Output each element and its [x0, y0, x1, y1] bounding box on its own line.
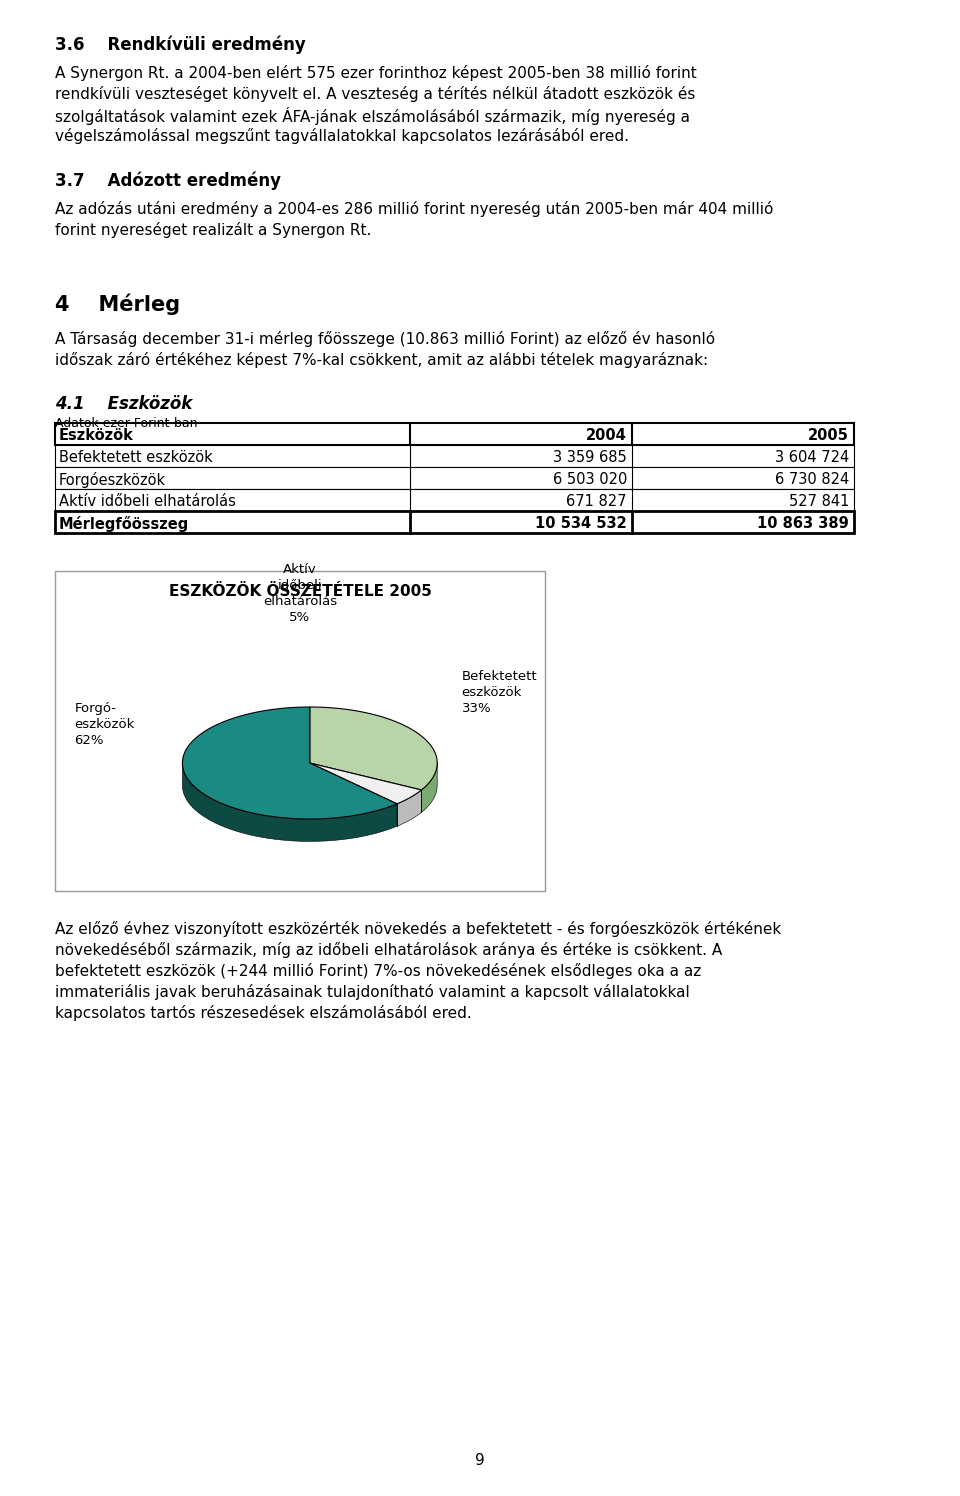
Text: rendkívüli veszteséget könyvelt el. A veszteség a térítés nélkül átadott eszközö: rendkívüli veszteséget könyvelt el. A ve… — [55, 85, 695, 102]
Text: Forgó-
eszközök
62%: Forgó- eszközök 62% — [75, 702, 135, 747]
Text: 3 359 685: 3 359 685 — [553, 450, 627, 465]
Polygon shape — [421, 763, 437, 812]
Text: végelszámolással megszűnt tagvállalatokkal kapcsolatos lezárásából ered.: végelszámolással megszűnt tagvállalatokk… — [55, 129, 629, 144]
Bar — [55, 512, 854, 533]
Text: 2005: 2005 — [808, 428, 849, 443]
Text: befektetett eszközök (+244 millió Forint) 7%-os növekedésének elsődleges oka a a: befektetett eszközök (+244 millió Forint… — [55, 963, 701, 978]
Text: 3.7    Adózott eredmény: 3.7 Adózott eredmény — [55, 171, 281, 190]
Text: Forgóeszközök: Forgóeszközök — [59, 473, 166, 488]
Text: 10 863 389: 10 863 389 — [757, 516, 849, 531]
Bar — [55, 571, 545, 892]
Text: Adatok ezer Forint-ban: Adatok ezer Forint-ban — [55, 417, 198, 429]
Text: ESZKÖZÖK ÖSSZETÉTELE 2005: ESZKÖZÖK ÖSSZETÉTELE 2005 — [169, 583, 431, 598]
Polygon shape — [182, 708, 397, 818]
Text: 10 534 532: 10 534 532 — [536, 516, 627, 531]
Bar — [55, 444, 854, 467]
Text: immateriális javak beruházásainak tulajdonítható valamint a kapcsolt vállalatokk: immateriális javak beruházásainak tulajd… — [55, 984, 689, 999]
Text: 3.6    Rendkívüli eredmény: 3.6 Rendkívüli eredmény — [55, 34, 305, 54]
Text: 2004: 2004 — [587, 428, 627, 443]
Polygon shape — [397, 790, 421, 826]
Text: Befektetett eszközök: Befektetett eszközök — [59, 450, 213, 465]
Polygon shape — [310, 763, 421, 803]
Text: kapcsolatos tartós részesedések elszámolásából ered.: kapcsolatos tartós részesedések elszámol… — [55, 1005, 471, 1020]
Text: időszak záró értékéhez képest 7%-kal csökkent, amit az alábbi tételek magyarázna: időszak záró értékéhez képest 7%-kal csö… — [55, 352, 708, 368]
Polygon shape — [182, 763, 397, 841]
Text: forint nyereséget realizált a Synergon Rt.: forint nyereséget realizált a Synergon R… — [55, 221, 372, 238]
Text: Aktív
időbeli
elhatárolás
5%: Aktív időbeli elhatárolás 5% — [263, 562, 337, 624]
Text: A Társaság december 31-i mérleg főösszege (10.863 millió Forint) az előző év has: A Társaság december 31-i mérleg főösszeg… — [55, 331, 715, 347]
Text: 4    Mérleg: 4 Mérleg — [55, 293, 180, 314]
Text: A Synergon Rt. a 2004-ben elért 575 ezer forinthoz képest 2005-ben 38 millió for: A Synergon Rt. a 2004-ben elért 575 ezer… — [55, 64, 697, 81]
Text: 6 503 020: 6 503 020 — [553, 473, 627, 488]
Text: Eszközök: Eszközök — [59, 428, 133, 443]
Text: 671 827: 671 827 — [566, 494, 627, 509]
Text: 4.1    Eszközök: 4.1 Eszközök — [55, 395, 192, 413]
Text: 3 604 724: 3 604 724 — [775, 450, 849, 465]
Text: Az adózás utáni eredmény a 2004-es 286 millió forint nyereség után 2005-ben már : Az adózás utáni eredmény a 2004-es 286 m… — [55, 200, 774, 217]
Bar — [55, 467, 854, 489]
Text: Mérlegfőösszeg: Mérlegfőösszeg — [59, 516, 189, 533]
Text: 527 841: 527 841 — [788, 494, 849, 509]
Polygon shape — [310, 708, 437, 790]
Text: Befektetett
eszközök
33%: Befektetett eszközök 33% — [462, 670, 538, 715]
Text: 9: 9 — [475, 1453, 485, 1468]
Text: 6 730 824: 6 730 824 — [775, 473, 849, 488]
Bar — [55, 489, 854, 512]
Text: növekedéséből származik, míg az időbeli elhatárolások aránya és értéke is csökke: növekedéséből származik, míg az időbeli … — [55, 942, 722, 957]
Text: Aktív időbeli elhatárolás: Aktív időbeli elhatárolás — [59, 494, 236, 509]
Text: szolgáltatások valamint ezek ÁFA-jának elszámolásából származik, míg nyereség a: szolgáltatások valamint ezek ÁFA-jának e… — [55, 108, 690, 126]
Bar — [55, 423, 854, 444]
Text: Az előző évhez viszonyított eszközérték növekedés a befektetett - és forgóeszköz: Az előző évhez viszonyított eszközérték … — [55, 922, 781, 936]
